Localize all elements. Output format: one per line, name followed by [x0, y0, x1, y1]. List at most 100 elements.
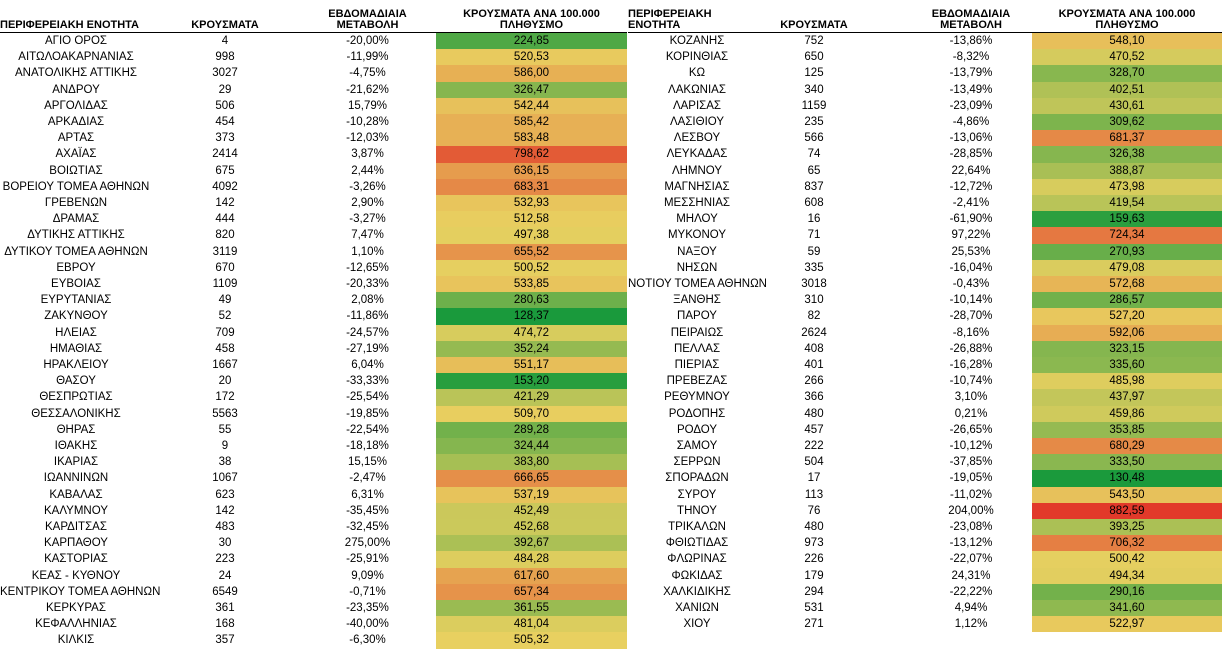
per-100k-cell: 512,58 [513, 213, 550, 226]
region-cell: ΚΑΒΑΛΑΣ [49, 488, 103, 501]
table-row: ΚΟΖΑΝΗΣ 752 -13,86% 548,10 [0, 33, 1222, 50]
table-row: ΒΟΡΕΙΟΥ ΤΟΜΕΑ ΑΘΗΝΩΝ 4092 -3,26% 683,31 [0, 178, 627, 195]
cases-cell: 4 [221, 35, 229, 47]
table-row: ΔΥΤΙΚΟΥ ΤΟΜΕΑ ΑΘΗΝΩΝ 3119 1,10% 655,52 [0, 243, 627, 260]
cases-cell: 454 [215, 116, 235, 128]
weekly-change-cell: -10,14% [949, 294, 993, 307]
heatmap-cell [1032, 583, 1222, 600]
per-100k-cell: 474,72 [513, 326, 550, 339]
table-row: ΘΕΣΠΡΩΤΙΑΣ 172 -25,54% 421,29 [0, 389, 627, 406]
cases-cell: 55 [218, 423, 232, 436]
table-row: ΦΘΙΩΤΙΔΑΣ 973 -13,12% 706,32 [0, 535, 1222, 552]
cases-cell: 361 [215, 602, 235, 614]
heatmap-cell [436, 535, 627, 552]
region-cell: ΚΙΛΚΙΣ [57, 634, 95, 647]
table-row: ΡΕΘΥΜΝΟΥ 366 3,10% 437,97 [0, 389, 1222, 406]
region-cell: ΑΡΓΟΛΙΔΑΣ [44, 99, 108, 112]
weekly-change-cell: -10,28% [346, 116, 389, 128]
weekly-change-cell: -22,07% [949, 553, 993, 566]
region-cell: ΚΩ [688, 67, 706, 80]
cases-cell: 401 [804, 359, 824, 371]
per-100k-cell: 452,68 [513, 521, 550, 533]
region-cell: ΚΕΦΑΛΛΗΝΙΑΣ [35, 618, 117, 631]
per-100k-cell: 353,85 [1109, 423, 1145, 436]
weekly-change-cell: -13,06% [949, 132, 993, 145]
table-row: ΑΡΓΟΛΙΔΑΣ 506 15,79% 542,44 [0, 97, 627, 114]
cases-cell: 2414 [212, 148, 238, 161]
per-100k-cell: 520,53 [513, 51, 550, 64]
header-weekly-change: ΕΒΔΟΜΑΔΙΑΙΑ ΜΕΤΑΒΟΛΗ [328, 8, 407, 31]
table-row: ΑΙΤΩΛΟΑΚΑΡΝΑΝΙΑΣ 998 -11,99% 520,53 [0, 49, 627, 66]
per-100k-cell: 543,50 [1109, 488, 1145, 501]
per-100k-cell: 527,20 [1109, 310, 1145, 323]
cases-cell: 3027 [212, 67, 238, 80]
cases-cell: 179 [804, 569, 824, 582]
region-cell: ΑΙΤΩΛΟΑΚΑΡΝΑΝΙΑΣ [18, 51, 134, 64]
weekly-change-cell: 7,47% [351, 229, 384, 242]
heatmap-cell [436, 97, 627, 114]
region-cell: ΧΑΛΚΙΔΙΚΗΣ [663, 585, 731, 598]
cases-cell: 59 [807, 245, 821, 258]
per-100k-cell: 352,24 [513, 342, 550, 355]
weekly-change-cell: -11,02% [950, 488, 992, 501]
per-100k-cell: 485,98 [1109, 375, 1145, 388]
region-cell: ΚΑΡΠΑΘΟΥ [44, 537, 108, 550]
per-100k-cell: 657,34 [513, 585, 550, 598]
per-100k-cell: 323,15 [1109, 342, 1145, 355]
header-region: ΠΕΡΙΦΕΡΕΙΑΚΗ ΕΝΟΤΗΤΑ [628, 8, 712, 31]
heatmap-cell [1032, 178, 1222, 195]
heatmap-cell [436, 308, 627, 325]
region-cell: ΛΑΡΙΣΑΣ [672, 99, 722, 112]
heatmap-cell [1032, 227, 1222, 244]
per-100k-cell: 572,68 [1109, 278, 1145, 290]
per-100k-cell: 592,06 [1109, 326, 1145, 339]
heatmap-cell [1032, 340, 1222, 357]
cases-cell: 1667 [212, 359, 238, 371]
heatmap-cell [436, 195, 627, 212]
heatmap-cell [436, 243, 627, 260]
per-100k-cell: 537,19 [513, 488, 550, 501]
region-cell: ΛΑΣΙΘΙΟΥ [669, 116, 725, 128]
table-row: ΛΑΡΙΣΑΣ 1159 -23,09% 430,61 [0, 97, 1222, 114]
heatmap-cell [436, 340, 627, 357]
region-cell: ΗΜΑΘΙΑΣ [49, 342, 103, 355]
region-cell: ΘΕΣΠΡΩΤΙΑΣ [39, 391, 113, 404]
weekly-change-cell: -4,86% [952, 116, 990, 128]
heatmap-cell [436, 324, 627, 341]
table-row: ΕΥΒΟΙΑΣ 1109 -20,33% 533,85 [0, 276, 627, 293]
table-row: ΚΑΣΤΟΡΙΑΣ 223 -25,91% 484,28 [0, 551, 627, 568]
cases-cell: 709 [215, 326, 235, 339]
per-100k-cell: 533,85 [513, 278, 550, 290]
weekly-change-cell: -12,65% [346, 261, 389, 274]
weekly-change-cell: -37,85% [949, 456, 993, 469]
table-row: ΠΡΕΒΕΖΑΣ 266 -10,74% 485,98 [0, 373, 1222, 390]
region-cell: ΙΩΑΝΝΙΝΩΝ [43, 472, 109, 485]
region-cell: ΜΑΓΝΗΣΙΑΣ [664, 180, 730, 193]
weekly-change-cell: -19,85% [346, 407, 389, 420]
table-row: ΗΛΕΙΑΣ 709 -24,57% 474,72 [0, 324, 627, 341]
region-cell: ΔΥΤΙΚΗΣ ΑΤΤΙΚΗΣ [27, 229, 125, 242]
cases-cell: 480 [804, 407, 824, 420]
region-cell: ΚΑΣΤΟΡΙΑΣ [44, 553, 108, 566]
table-row: ΧΑΛΚΙΔΙΚΗΣ 294 -22,22% 290,16 [0, 583, 1222, 600]
table-row: ΚΑΡΔΙΤΣΑΣ 483 -32,45% 452,68 [0, 519, 627, 536]
table-row: ΣΑΜΟΥ 222 -10,12% 680,29 [0, 438, 1222, 455]
heatmap-cell [436, 600, 627, 617]
cases-cell: 531 [804, 602, 824, 614]
weekly-change-cell: -10,74% [949, 375, 993, 388]
weekly-change-cell: -22,54% [346, 423, 389, 436]
region-cell: ΞΑΝΘΗΣ [673, 294, 721, 307]
cases-cell: 1159 [801, 99, 827, 112]
cases-cell: 408 [804, 342, 824, 355]
table-row: ΓΡΕΒΕΝΩΝ 142 2,90% 532,93 [0, 195, 627, 212]
table-row: ΔΡΑΜΑΣ 444 -3,27% 512,58 [0, 211, 627, 228]
table-row: ΝΟΤΙΟΥ ΤΟΜΕΑ ΑΘΗΝΩΝ 3018 -0,43% 572,68 [0, 276, 1222, 293]
weekly-change-cell: 1,12% [954, 618, 988, 631]
header-per-100k: ΚΡΟΥΣΜΑΤΑ ΑΝΑ 100.000 ΠΛΗΘΥΣΜΟ [1058, 8, 1196, 31]
table-row: ΚΙΛΚΙΣ 357 -6,30% 505,32 [0, 632, 627, 649]
region-cell: ΠΕΙΡΑΙΩΣ [670, 326, 724, 339]
region-cell: ΚΕΝΤΡΙΚΟΥ ΤΟΜΕΑ ΑΘΗΝΩΝ [0, 585, 161, 598]
region-cell: ΚΑΛΥΜΝΟΥ [44, 504, 108, 517]
weekly-change-cell: -3,26% [349, 180, 386, 193]
heatmap-cell [436, 292, 627, 309]
